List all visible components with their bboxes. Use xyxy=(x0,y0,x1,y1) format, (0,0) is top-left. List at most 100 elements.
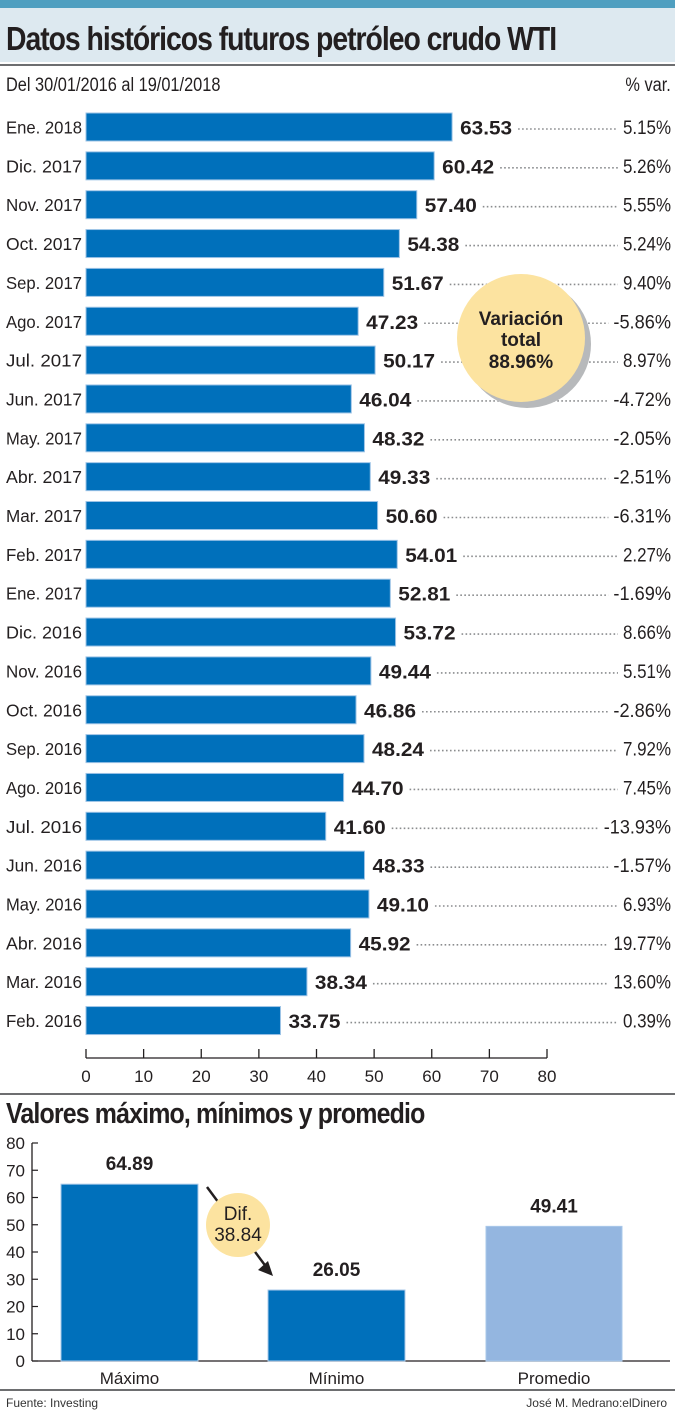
y-tick-label: 70 xyxy=(6,1161,25,1180)
bar xyxy=(85,850,366,880)
pct-var-label: 8.97% xyxy=(623,351,671,372)
category-label: Abr. 2017 xyxy=(6,467,82,487)
divider xyxy=(0,1093,675,1095)
date-range-subtitle: Del 30/01/2016 al 19/01/2018 xyxy=(6,75,221,96)
bar xyxy=(85,928,352,958)
bar xyxy=(85,695,357,725)
value-label: 50.17 xyxy=(383,352,435,373)
y-tick-label: 60 xyxy=(6,1189,25,1208)
pct-var-label: 8.66% xyxy=(623,623,671,644)
divider xyxy=(0,64,675,66)
category-label: Sep. 2016 xyxy=(6,739,82,759)
category-label: Ene. 2017 xyxy=(6,584,82,604)
x-tick-label: 30 xyxy=(249,1067,268,1086)
bar xyxy=(485,1225,623,1362)
top-accent-bar xyxy=(0,0,675,8)
category-label: Jun. 2017 xyxy=(6,389,82,409)
bubble-text: Variación xyxy=(479,309,564,330)
pct-var-label: 13.60% xyxy=(613,973,671,994)
pct-var-header: % var. xyxy=(625,75,671,96)
page-title: Datos históricos futuros petróleo crudo … xyxy=(6,20,557,57)
category-label: Jul. 2016 xyxy=(6,817,82,837)
value-label: 49.33 xyxy=(378,468,430,489)
value-label: 26.05 xyxy=(313,1260,361,1281)
bar xyxy=(267,1289,406,1362)
value-label: 49.10 xyxy=(377,896,429,917)
x-tick-label: 70 xyxy=(480,1067,499,1086)
bar xyxy=(85,423,365,453)
bar xyxy=(85,151,435,181)
value-label: 57.40 xyxy=(425,196,477,217)
value-label: 46.04 xyxy=(359,390,411,411)
category-label: Mar. 2016 xyxy=(6,972,82,992)
category-label: Jul. 2017 xyxy=(6,351,82,371)
value-label: 60.42 xyxy=(442,157,494,178)
bar xyxy=(85,811,327,841)
pct-var-label: -2.51% xyxy=(613,468,671,489)
pct-var-label: 5.15% xyxy=(623,118,671,139)
bar xyxy=(85,1006,281,1036)
value-label: 47.23 xyxy=(366,313,418,334)
category-label: Sep. 2017 xyxy=(6,273,82,293)
value-label: 48.33 xyxy=(373,857,425,878)
pct-var-label: 6.93% xyxy=(623,895,671,916)
pct-var-label: -6.31% xyxy=(613,507,671,528)
arrow-head-icon xyxy=(258,1261,273,1276)
y-tick-label: 10 xyxy=(6,1325,25,1344)
pct-var-label: 0.39% xyxy=(623,1012,671,1033)
value-label: 41.60 xyxy=(334,818,386,839)
bar xyxy=(85,967,308,997)
category-label: Feb. 2017 xyxy=(6,545,82,565)
bar xyxy=(85,539,398,569)
bubble-text: total xyxy=(501,330,541,351)
bar xyxy=(85,267,385,297)
bar xyxy=(85,734,365,764)
category-label: Nov. 2016 xyxy=(6,661,82,681)
category-label: Abr. 2016 xyxy=(6,933,82,953)
x-category-label: Promedio xyxy=(518,1369,591,1388)
bar xyxy=(85,501,379,530)
bar xyxy=(85,462,371,492)
value-label: 51.67 xyxy=(392,274,444,295)
author-credit: José M. Medrano:elDinero xyxy=(526,1396,667,1410)
pct-var-label: 5.26% xyxy=(623,157,671,178)
value-label: 49.44 xyxy=(379,662,431,683)
pct-var-label: 19.77% xyxy=(613,934,671,955)
value-label: 48.32 xyxy=(372,429,424,450)
x-tick-label: 80 xyxy=(538,1067,557,1086)
bar xyxy=(85,345,376,375)
bar xyxy=(85,190,418,220)
value-label: 63.53 xyxy=(460,119,512,140)
y-tick-label: 80 xyxy=(6,1134,25,1153)
pct-var-label: -2.05% xyxy=(613,429,671,450)
source-note: Fuente: Investing xyxy=(6,1396,99,1410)
value-label: 33.75 xyxy=(288,1012,340,1033)
divider xyxy=(0,1389,675,1391)
value-label: 54.01 xyxy=(405,546,457,567)
category-label: Ago. 2017 xyxy=(6,312,82,332)
pct-var-label: 9.40% xyxy=(623,273,671,294)
value-label: 48.24 xyxy=(372,740,424,761)
x-category-label: Mínimo xyxy=(309,1369,365,1388)
category-label: Dic. 2016 xyxy=(6,623,82,643)
monthly-price-bar-chart: Ene. 2018 63.53 5.15% Dic. 2017 60.42 5.26% No… xyxy=(6,112,671,1086)
pct-var-label: -5.86% xyxy=(613,312,671,333)
y-tick-label: 50 xyxy=(6,1216,25,1235)
difference-label: Dif. xyxy=(224,1204,253,1225)
pct-var-label: -13.93% xyxy=(604,817,671,838)
value-label: 53.72 xyxy=(404,624,456,645)
bar xyxy=(85,112,453,142)
bar xyxy=(85,656,372,686)
x-tick-label: 60 xyxy=(422,1067,441,1086)
category-label: May. 2016 xyxy=(6,895,82,915)
value-label: 52.81 xyxy=(398,585,450,606)
value-label: 38.34 xyxy=(315,973,367,994)
difference-bubble xyxy=(206,1193,270,1257)
category-label: May. 2017 xyxy=(6,428,82,448)
bar xyxy=(85,229,400,259)
x-tick-label: 40 xyxy=(307,1067,326,1086)
x-tick-label: 10 xyxy=(134,1067,153,1086)
x-tick-label: 50 xyxy=(365,1067,384,1086)
y-tick-label: 20 xyxy=(6,1298,25,1317)
title-band: Datos históricos futuros petróleo crudo … xyxy=(0,8,675,62)
